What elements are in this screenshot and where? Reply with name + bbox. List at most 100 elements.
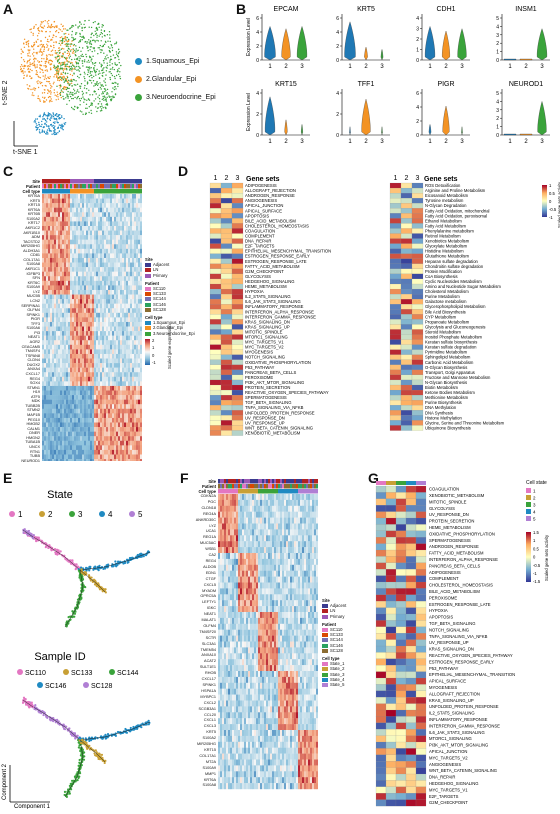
tsne-point — [22, 52, 23, 53]
heatmap-cell — [92, 281, 94, 286]
heatmap-cell — [56, 194, 58, 199]
annotation-cell — [96, 184, 98, 189]
heatmap-cell — [98, 404, 100, 409]
heatmap-cell — [102, 304, 104, 309]
heatmap-cell — [106, 295, 108, 300]
tsne-point — [92, 56, 93, 57]
heatmap-cell — [106, 253, 108, 258]
tsne-point — [82, 96, 83, 97]
tsne-point — [58, 114, 59, 115]
tsne-point — [67, 53, 68, 54]
annotation-cell — [140, 179, 142, 184]
tsne-point — [78, 96, 79, 97]
heatmap-cell — [60, 322, 62, 327]
tsne-point — [37, 39, 38, 40]
heatmap-cell — [122, 459, 124, 461]
heatmap-cell — [86, 336, 88, 341]
heatmap-cell — [90, 317, 92, 322]
heatmap-cell — [90, 217, 92, 222]
heatmap-cell — [136, 258, 138, 263]
heatmap-cell — [104, 345, 106, 350]
heatmap-cell — [100, 359, 102, 364]
tsne-point — [40, 51, 41, 52]
heatmap-cell — [62, 345, 64, 350]
tsne-point — [47, 41, 48, 42]
heatmap-cell — [68, 445, 70, 450]
heatmap-cell — [66, 276, 68, 281]
heatmap-cell — [122, 299, 124, 304]
heatmap-cell — [78, 322, 80, 327]
tsne-point — [63, 53, 64, 54]
heatmap-cell — [70, 359, 72, 364]
heatmap-cell — [56, 263, 58, 268]
heatmap-cell — [52, 450, 54, 455]
tsne-point — [43, 44, 44, 45]
heatmap-cell — [72, 391, 74, 396]
heatmap-cell — [80, 263, 82, 268]
tsne-point — [91, 58, 92, 59]
heatmap-cell — [72, 276, 74, 281]
heatmap-cell — [136, 226, 138, 231]
tsne-point — [34, 120, 35, 121]
heatmap-cell — [58, 377, 60, 382]
heatmap-cell — [138, 235, 140, 240]
heatmap-cell — [112, 317, 114, 322]
heatmap-cell — [70, 395, 72, 400]
heatmap-cell — [82, 363, 84, 368]
heatmap-cell — [128, 249, 130, 254]
heatmap-cell — [104, 423, 106, 428]
heatmap-cell — [136, 208, 138, 213]
heatmap-cell — [50, 194, 52, 199]
heatmap-cell — [62, 400, 64, 405]
heatmap-cell — [90, 226, 92, 231]
heatmap-cell — [138, 381, 140, 386]
heatmap-cell — [96, 327, 98, 332]
heatmap-cell — [210, 264, 221, 269]
heatmap-cell — [50, 272, 52, 277]
heatmap-cell — [130, 336, 132, 341]
violin-tick-label: 1 — [416, 48, 419, 54]
tsne-point — [97, 97, 98, 98]
heatmap-cell — [138, 203, 140, 208]
tsne-point — [74, 69, 75, 70]
heatmap-cell — [86, 445, 88, 450]
heatmap-cell — [72, 381, 74, 386]
heatmap-cell — [82, 313, 84, 318]
heatmap-cell — [68, 436, 70, 441]
heatmap-cell — [82, 404, 84, 409]
heatmap-cell — [84, 450, 86, 455]
heatmap-cell — [98, 272, 100, 277]
heatmap-cell — [102, 317, 104, 322]
heatmap-cell — [72, 199, 74, 204]
heatmap-cell — [132, 327, 134, 332]
heatmap-cell — [136, 290, 138, 295]
tsne-point — [112, 87, 113, 88]
heatmap-cell — [132, 235, 134, 240]
heatmap-cell — [82, 459, 84, 461]
heatmap-cell — [108, 299, 110, 304]
heatmap-cell — [42, 212, 44, 217]
heatmap-cell — [70, 258, 72, 263]
heatmap-cell — [210, 254, 221, 259]
heatmap-cell — [130, 363, 132, 368]
heatmap-cell — [94, 203, 96, 208]
annotation-cell — [50, 179, 52, 184]
tsne-point — [42, 92, 43, 93]
heatmap-cell — [108, 327, 110, 332]
heatmap-cell — [118, 395, 120, 400]
heatmap-cell — [84, 199, 86, 204]
heatmap-cell — [72, 212, 74, 217]
annotation-cell — [60, 184, 62, 189]
heatmap-cell — [124, 295, 126, 300]
heatmap-cell — [108, 381, 110, 386]
violin-tick-label: 6 — [336, 16, 339, 22]
violin-x-label: 3 — [300, 139, 304, 145]
tsne-point — [66, 46, 67, 47]
heatmap-cell — [72, 459, 74, 461]
heatmap-cell — [126, 267, 128, 272]
heatmap-cell — [60, 281, 62, 286]
heatmap-cell — [221, 284, 232, 289]
heatmap-cell — [68, 349, 70, 354]
tsne-point — [41, 121, 42, 122]
heatmap-cell — [78, 391, 80, 396]
